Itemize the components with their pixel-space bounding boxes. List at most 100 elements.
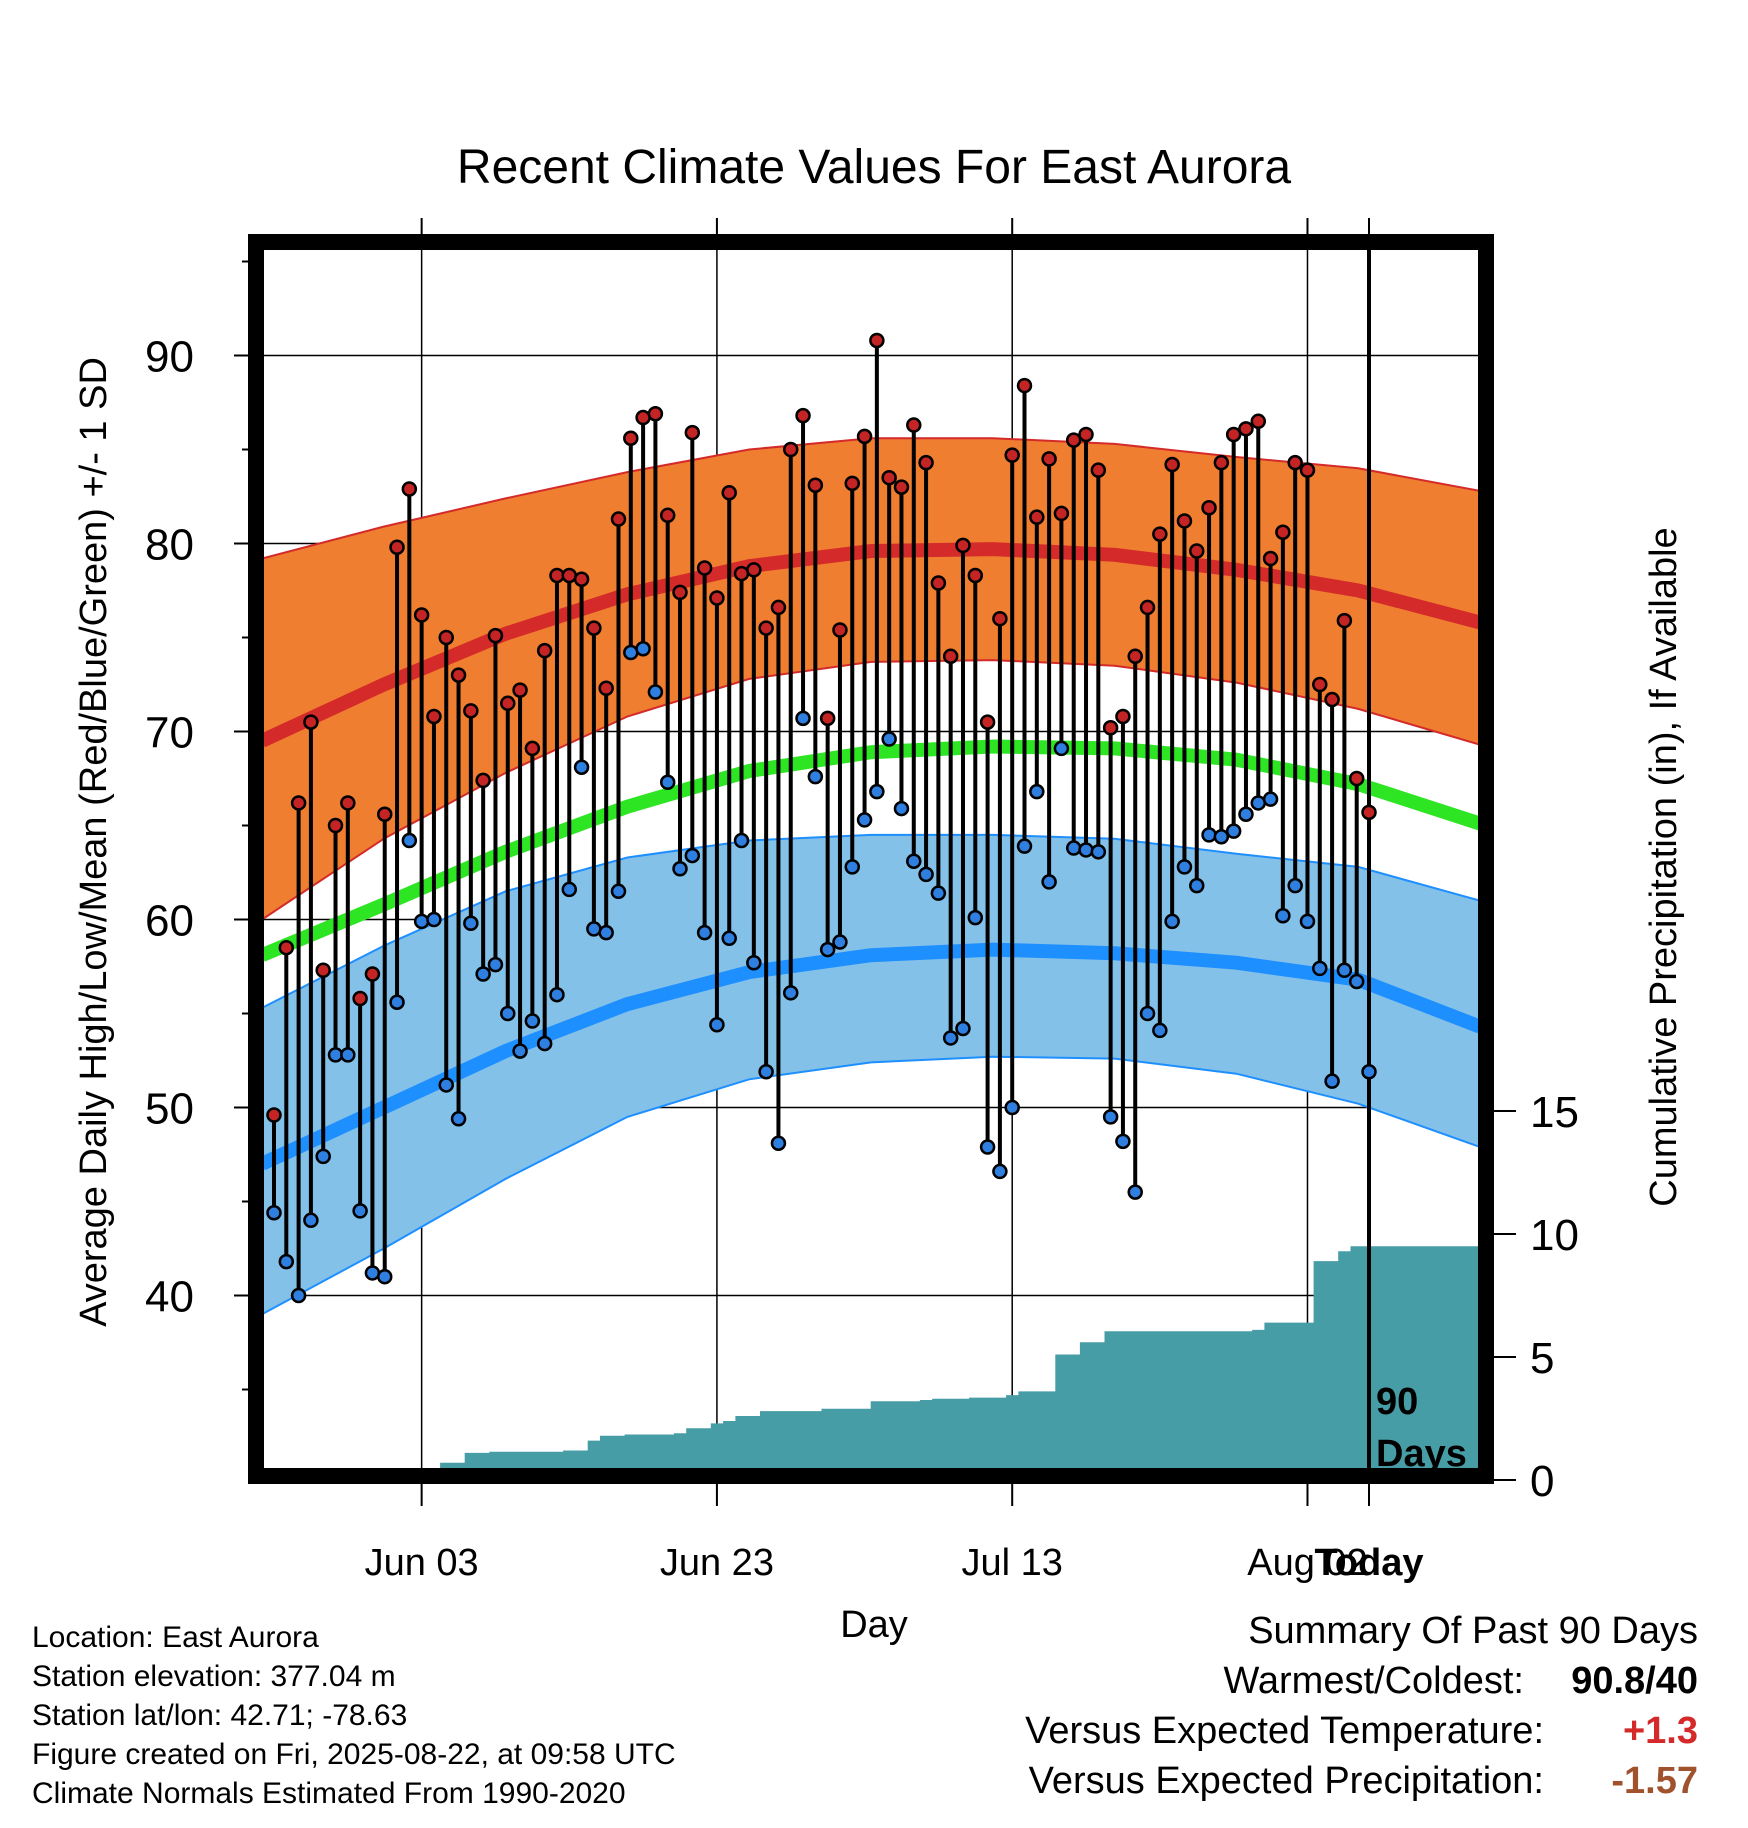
daily-low-point xyxy=(1164,913,1180,930)
daily-low-point xyxy=(733,832,750,849)
daily-low-point xyxy=(1275,907,1291,924)
daily-low-point xyxy=(549,986,565,1003)
daily-high-point xyxy=(918,454,934,471)
daily-high-point xyxy=(1287,454,1303,471)
daily-low-point xyxy=(992,1163,1008,1180)
daily-high-point xyxy=(684,424,701,441)
daily-low-point xyxy=(684,847,701,864)
daily-high-point xyxy=(463,703,479,719)
plot-area: 90 Days 40 50 60 70 80 90 0 5 10 15 Jun 03 Jun 23 Jul … xyxy=(145,218,1579,1584)
daily-high-point xyxy=(1176,513,1193,529)
location-text: Location: East Aurora xyxy=(32,1621,319,1654)
daily-low-point xyxy=(1127,1184,1143,1200)
precip-vs-expected-label: Versus Expected Precipitation: xyxy=(1028,1760,1544,1802)
daily-low-point xyxy=(1004,1099,1020,1116)
daily-high-point xyxy=(549,567,565,584)
daily-high-point xyxy=(315,962,331,979)
latlon-text: Station lat/lon: 42.71; -78.63 xyxy=(32,1699,408,1732)
daily-low-point xyxy=(1090,844,1107,860)
daily-low-point xyxy=(278,1253,295,1270)
daily-high-point xyxy=(1127,648,1143,665)
today-marker-label: 90 xyxy=(1376,1381,1418,1423)
daily-high-point xyxy=(1139,599,1156,616)
daily-low-point xyxy=(586,921,602,937)
daily-high-point xyxy=(413,607,430,623)
daily-high-point xyxy=(1225,426,1242,443)
daily-low-point xyxy=(856,812,873,828)
summary-panel: Summary Of Past 90 Days Warmest/Coldest:… xyxy=(878,1610,1698,1810)
daily-low-point xyxy=(635,641,651,657)
daily-high-point xyxy=(536,642,553,659)
daily-high-point xyxy=(438,629,454,646)
summary-temp: Versus Expected Temperature: +1.3 xyxy=(878,1710,1698,1760)
daily-low-point xyxy=(352,1203,368,1219)
daily-high-point xyxy=(290,795,307,811)
daily-low-point xyxy=(758,1064,774,1080)
daily-low-point xyxy=(746,954,762,971)
daily-high-point xyxy=(672,584,688,601)
daily-high-point xyxy=(758,620,774,636)
daily-low-point xyxy=(1176,859,1193,875)
daily-low-point xyxy=(401,832,418,849)
daily-high-point xyxy=(364,966,381,982)
daily-high-point xyxy=(647,406,664,422)
daily-high-point xyxy=(881,469,897,486)
daily-low-point xyxy=(918,866,934,883)
daily-high-point xyxy=(1029,509,1045,525)
daily-low-point xyxy=(1213,829,1230,845)
daily-high-point xyxy=(1004,447,1020,463)
daily-high-point xyxy=(1078,426,1094,443)
daily-low-point xyxy=(1262,791,1279,807)
daily-low-point xyxy=(327,1047,344,1063)
y2-tick-label: 10 xyxy=(1530,1211,1579,1260)
daily-low-point xyxy=(1287,877,1303,894)
y-tick-label: 40 xyxy=(145,1273,194,1322)
y-tick-label: 90 xyxy=(145,333,194,382)
daily-high-point xyxy=(967,567,984,584)
daily-low-point xyxy=(1225,823,1242,839)
daily-low-point xyxy=(623,644,639,661)
daily-high-point xyxy=(450,667,467,683)
daily-low-point xyxy=(942,1030,959,1046)
daily-low-point xyxy=(1361,1064,1377,1080)
daily-high-point xyxy=(709,590,725,606)
x-tick-label: Jun 03 xyxy=(365,1542,479,1584)
daily-high-point xyxy=(807,477,824,493)
daily-high-point xyxy=(266,1107,282,1123)
daily-low-point xyxy=(770,1135,787,1151)
daily-low-point xyxy=(524,1013,541,1029)
daily-low-point xyxy=(844,859,861,875)
y-tick-label: 70 xyxy=(145,709,194,758)
daily-low-point xyxy=(819,941,836,958)
daily-high-point xyxy=(610,511,627,527)
daily-high-point xyxy=(1152,526,1168,542)
daily-low-point xyxy=(1238,806,1254,822)
temp-vs-expected-value: +1.3 xyxy=(1622,1710,1698,1752)
daily-high-point xyxy=(1016,377,1033,394)
daily-low-point xyxy=(1201,827,1217,843)
daily-low-point xyxy=(696,924,713,941)
daily-low-point xyxy=(647,684,664,700)
daily-high-point xyxy=(721,484,737,501)
daily-high-point xyxy=(586,620,602,636)
daily-low-point xyxy=(1029,783,1045,800)
daily-low-point xyxy=(364,1265,381,1281)
daily-low-point xyxy=(450,1111,467,1127)
y-tick-label: 50 xyxy=(145,1085,194,1134)
daily-low-point xyxy=(512,1043,528,1059)
daily-high-point xyxy=(1324,691,1340,708)
daily-low-point xyxy=(1102,1109,1119,1125)
daily-low-point xyxy=(1053,740,1070,757)
daily-low-point xyxy=(413,913,430,930)
daily-low-point xyxy=(1152,1022,1168,1039)
daily-low-point xyxy=(869,783,885,800)
normal-low-line xyxy=(262,942,1480,1171)
daily-high-point xyxy=(573,571,590,587)
daily-high-point xyxy=(635,409,651,426)
summary-heading: Summary Of Past 90 Days xyxy=(878,1610,1698,1660)
daily-high-point xyxy=(1041,451,1057,467)
daily-high-point xyxy=(819,710,836,727)
daily-high-point xyxy=(1189,543,1205,559)
plot-content: 90 Days xyxy=(262,248,1480,1470)
daily-high-point xyxy=(524,740,541,757)
